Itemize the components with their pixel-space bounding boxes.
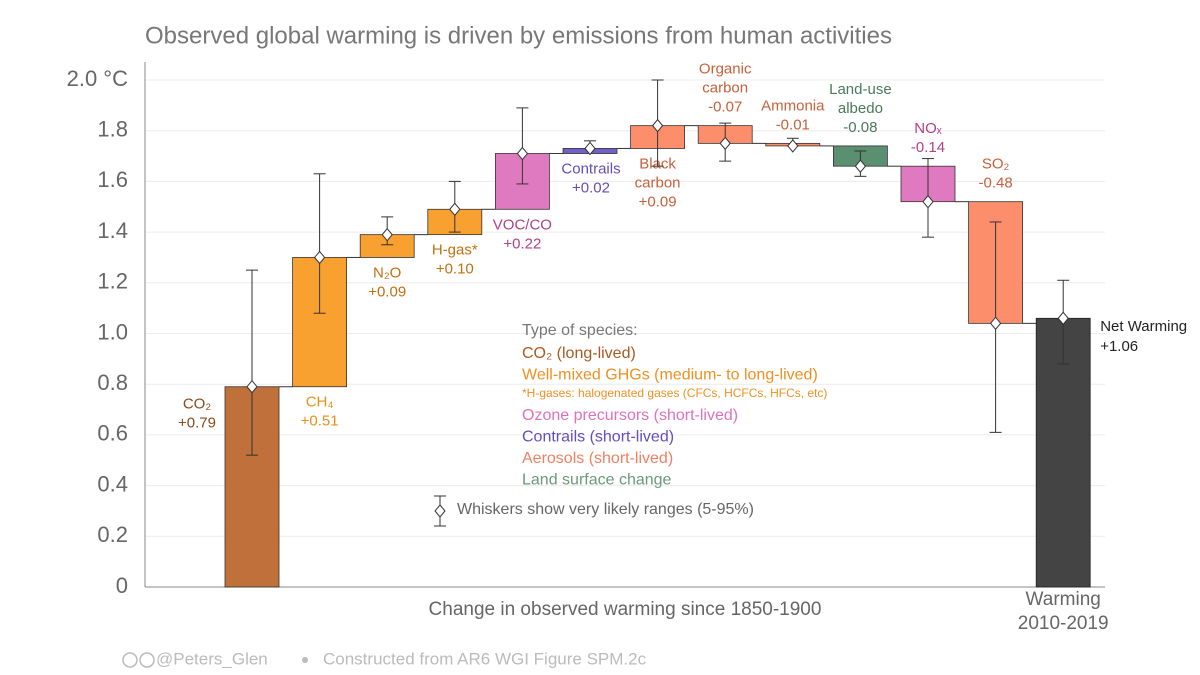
diamond bbox=[313, 250, 326, 265]
category-label: Organic bbox=[699, 61, 752, 78]
legend-diamond bbox=[434, 504, 446, 518]
diamond bbox=[787, 139, 799, 153]
x-axis-label: Change in observed warming since 1850-19… bbox=[429, 599, 822, 620]
diamond bbox=[989, 316, 1002, 331]
category-label: albedo bbox=[838, 100, 883, 117]
legend-entry: Ozone precursors (short-lived) bbox=[522, 407, 738, 424]
category-label: Contrails bbox=[561, 160, 620, 177]
category-label: N₂O bbox=[373, 264, 401, 281]
y-tick-label: 1.8 bbox=[97, 117, 128, 142]
value-label: -0.48 bbox=[978, 175, 1012, 192]
diamond bbox=[719, 136, 731, 151]
legend-entry: Land surface change bbox=[522, 472, 672, 489]
value-label: +0.79 bbox=[178, 414, 216, 431]
legend-entry: *H-gases: halogenated gases (CFCs, HCFCs… bbox=[522, 386, 827, 400]
legend-title: Type of species: bbox=[522, 322, 638, 339]
diamond bbox=[584, 141, 596, 156]
value-label: +0.09 bbox=[639, 193, 677, 210]
y-tick-label: 2.0 °C bbox=[67, 66, 128, 91]
total-x-label: 2010-2019 bbox=[1018, 613, 1109, 634]
value-label: +0.51 bbox=[301, 413, 339, 430]
total-value-label: +1.06 bbox=[1100, 338, 1138, 355]
diamond bbox=[246, 379, 258, 394]
y-tick-label: 0.4 bbox=[97, 471, 128, 496]
y-tick-label: 0.2 bbox=[97, 522, 128, 547]
y-tick-label: 0 bbox=[116, 573, 128, 598]
value-label: +0.10 bbox=[436, 261, 474, 278]
diamond bbox=[1057, 311, 1069, 326]
legend-entry: Contrails (short-lived) bbox=[522, 429, 674, 446]
cc-icons bbox=[122, 652, 155, 668]
diamond bbox=[381, 227, 393, 242]
y-tick-label: 0.6 bbox=[97, 421, 128, 446]
legend-entry: Aerosols (short-lived) bbox=[522, 450, 673, 467]
category-label: H-gas* bbox=[432, 242, 478, 259]
y-tick-label: 1.6 bbox=[97, 167, 128, 192]
diamond bbox=[854, 159, 867, 173]
value-label: +0.22 bbox=[503, 235, 541, 252]
category-label: NOₓ bbox=[914, 120, 942, 137]
diamond bbox=[449, 202, 461, 217]
legend-entry: Well-mixed GHGs (medium- to long-lived) bbox=[522, 367, 818, 384]
footer-source: Constructed from AR6 WGI Figure SPM.2c bbox=[323, 649, 647, 668]
category-label: VOC/CO bbox=[493, 216, 552, 233]
chart-title: Observed global warming is driven by emi… bbox=[145, 22, 892, 49]
category-label: CO₂ bbox=[183, 395, 212, 412]
footer-dot bbox=[302, 657, 308, 663]
diamond bbox=[516, 146, 529, 161]
y-tick-label: 1.2 bbox=[97, 269, 128, 294]
legend-entry: CO₂ (long-lived) bbox=[522, 345, 636, 362]
category-label: CH₄ bbox=[306, 394, 334, 411]
value-label: +0.09 bbox=[368, 283, 406, 300]
diamond bbox=[922, 194, 934, 209]
value-label: -0.01 bbox=[776, 116, 810, 133]
footer-handle: @Peters_Glen bbox=[156, 649, 268, 668]
category-label: Land-use bbox=[829, 81, 892, 98]
diamond bbox=[651, 118, 664, 133]
bar bbox=[224, 386, 280, 588]
value-label: -0.08 bbox=[843, 119, 877, 136]
category-label: carbon bbox=[635, 174, 681, 191]
total-label: Net Warming bbox=[1100, 318, 1187, 335]
value-label: +0.02 bbox=[572, 179, 610, 196]
y-tick-label: 1.0 bbox=[97, 319, 128, 344]
value-label: -0.14 bbox=[911, 139, 945, 156]
y-tick-label: 1.4 bbox=[97, 218, 128, 243]
y-tick-label: 0.8 bbox=[97, 370, 128, 395]
whisker-note: Whiskers show very likely ranges (5-95%) bbox=[457, 501, 754, 518]
total-x-label: Warming bbox=[1026, 589, 1101, 610]
category-label: SO₂ bbox=[982, 156, 1010, 173]
value-label: -0.07 bbox=[708, 99, 742, 116]
category-label: Ammonia bbox=[761, 97, 825, 114]
category-label: carbon bbox=[702, 80, 748, 97]
